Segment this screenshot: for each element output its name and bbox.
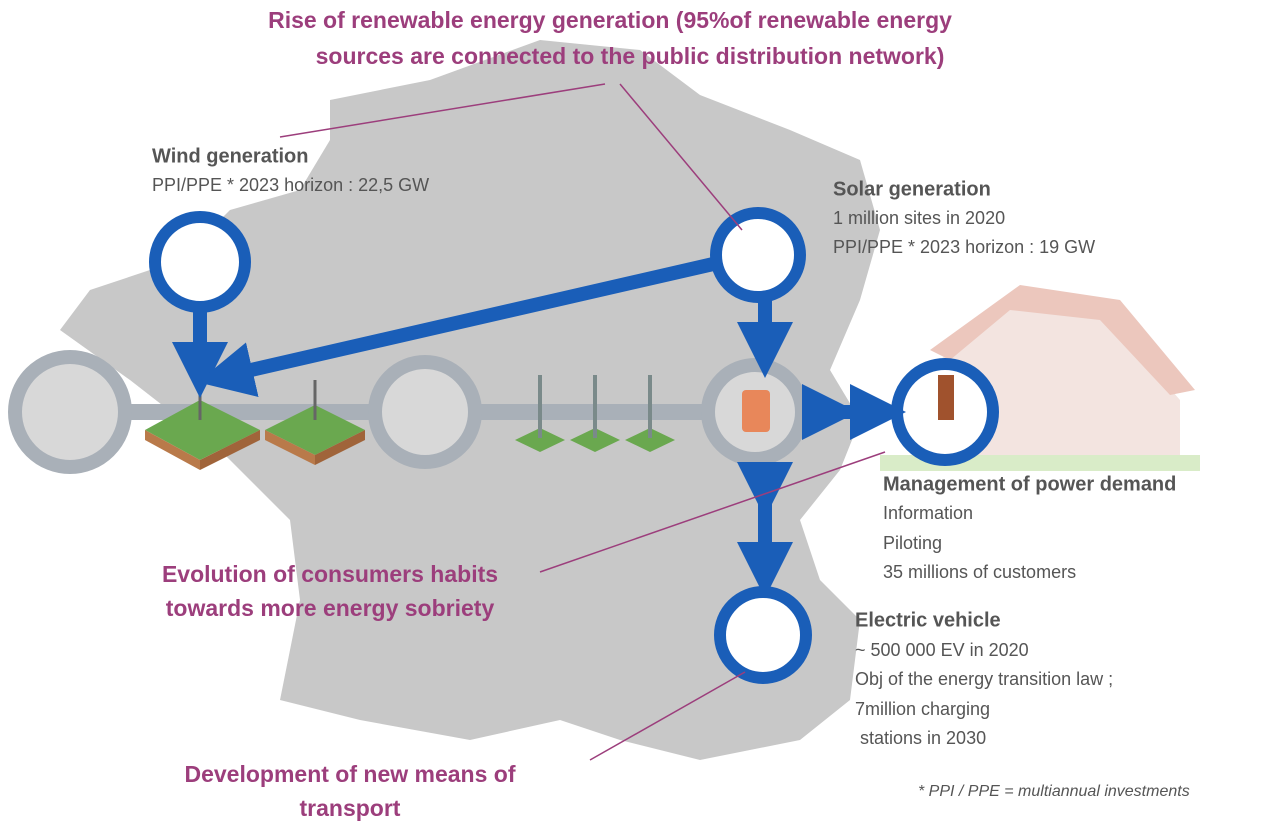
demand-text: Piloting: [883, 533, 942, 553]
ev-title: Electric vehicle: [855, 609, 1001, 631]
demand-text: 35 millions of customers: [883, 562, 1076, 582]
transport-line: transport: [300, 795, 401, 821]
ev-text: 7million charging: [855, 699, 990, 719]
wind-title: Wind generation: [152, 145, 308, 167]
pointer-lines: [279, 83, 886, 761]
solar-ring: [710, 207, 806, 303]
ev-text: Obj of the energy transition law ;: [855, 669, 1113, 689]
ev-ring: [714, 586, 812, 684]
wind-ring: [149, 211, 251, 313]
habits-line: Evolution of consumers habits: [162, 561, 498, 587]
headline-line: Rise of renewable energy generation (95%…: [268, 7, 952, 33]
demand-title: Management of power demand: [883, 473, 1176, 495]
wind-text: PPI/PPE * 2023 horizon : 22,5 GW: [152, 175, 429, 195]
tiles: [145, 375, 675, 470]
house-roof: [930, 285, 1195, 395]
ev-text: ~ 500 000 EV in 2020: [855, 640, 1029, 660]
ev-text: stations in 2030: [855, 728, 986, 748]
transformer-ring: [368, 355, 482, 469]
headline-line: sources are connected to the public dist…: [316, 43, 945, 69]
footnote: * PPI / PPE = multiannual investments: [918, 783, 1190, 800]
meter: [742, 390, 770, 432]
arrows: [172, 255, 906, 598]
solar-title: Solar generation: [833, 178, 991, 200]
solar-text: 1 million sites in 2020: [833, 208, 1005, 228]
transport-line: Development of new means of: [184, 761, 515, 787]
habits-line: towards more energy sobriety: [166, 595, 495, 621]
solar-text: PPI/PPE * 2023 horizon : 19 GW: [833, 237, 1095, 257]
substation-ring: [8, 350, 132, 474]
demand-text: Information: [883, 503, 973, 523]
person: [938, 375, 954, 420]
